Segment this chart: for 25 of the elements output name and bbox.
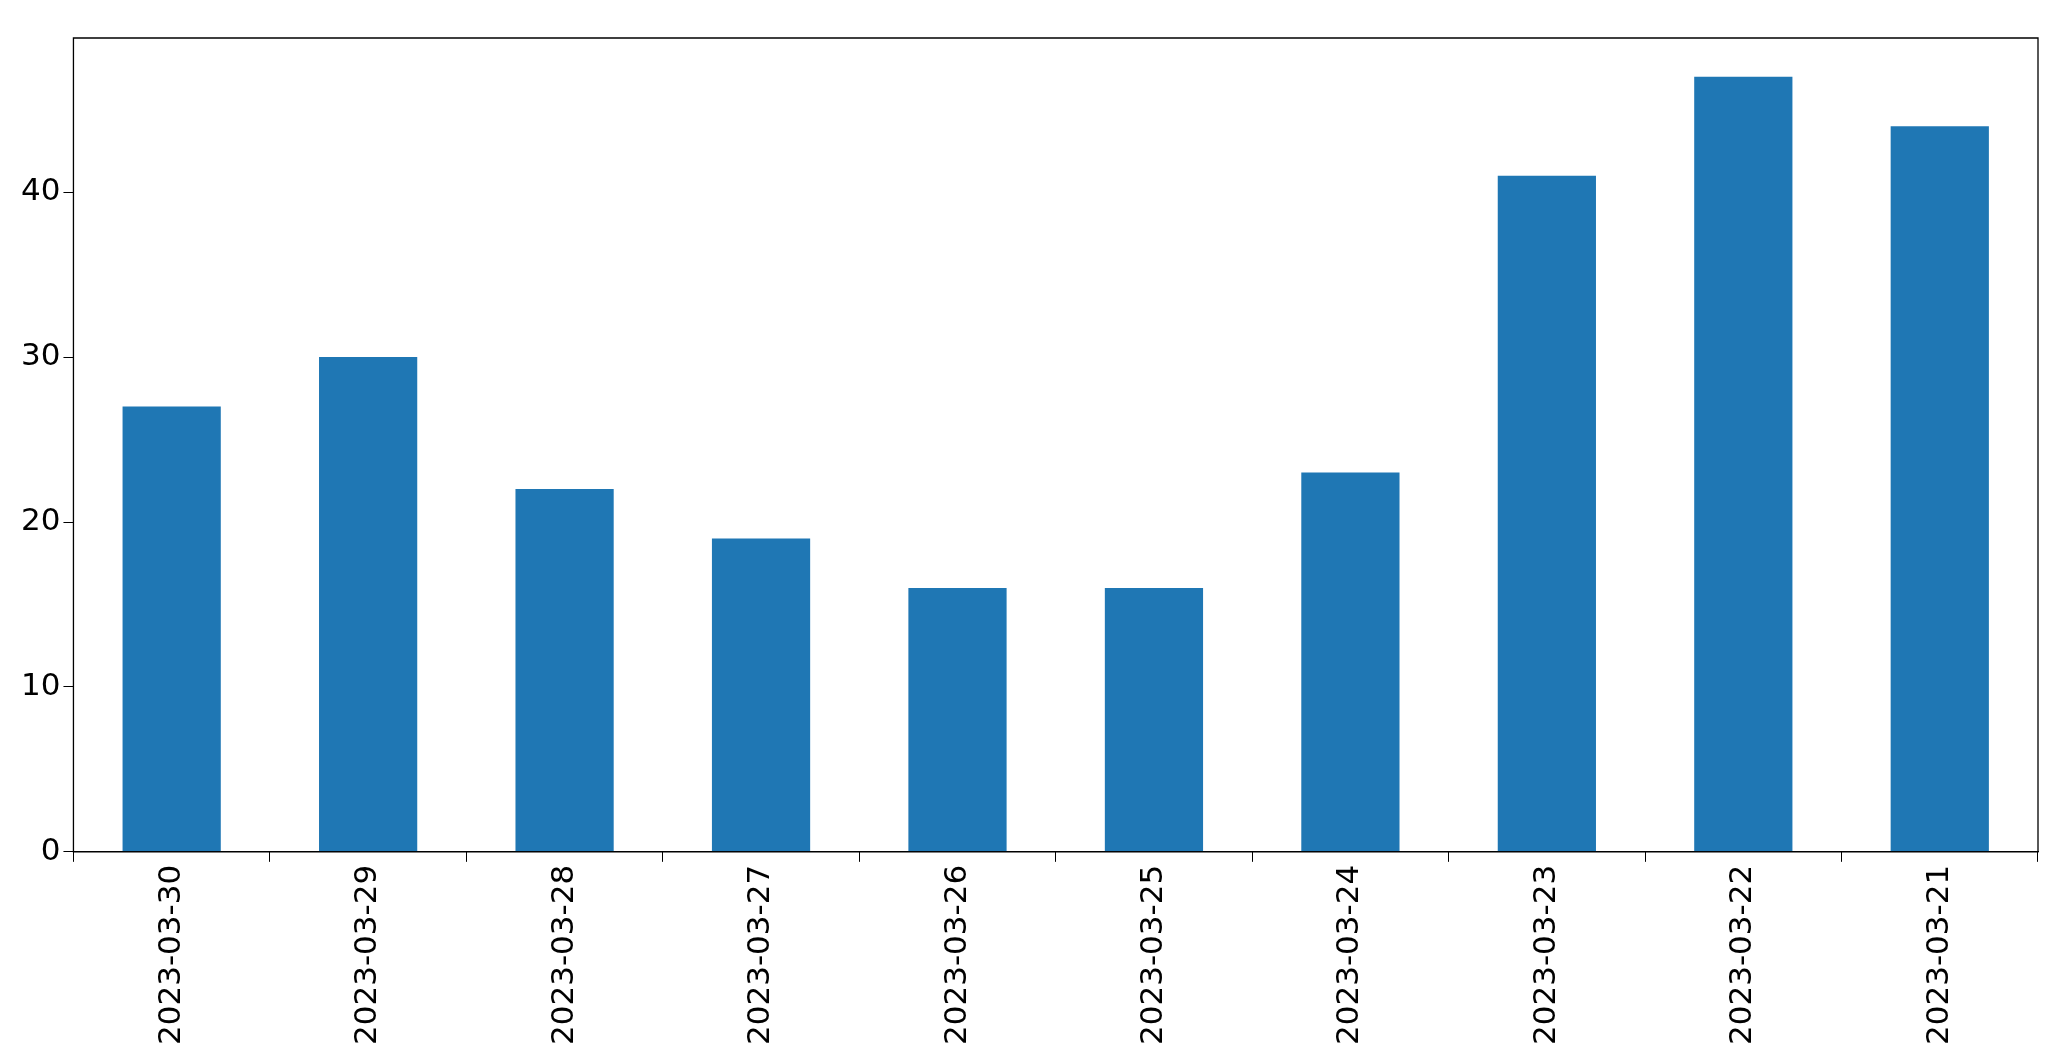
x-tick-label: 2023-03-22: [1722, 864, 1759, 1046]
y-tick-label: 30: [20, 336, 61, 373]
bar: [319, 357, 418, 852]
y-tick-label: 10: [20, 665, 61, 702]
x-tick-label: 2023-03-25: [1133, 864, 1169, 1046]
x-tick-label: 2023-03-24: [1329, 864, 1366, 1046]
x-tick-label: 2023-03-30: [150, 864, 187, 1046]
bar: [122, 406, 221, 852]
bar: [1694, 76, 1793, 852]
y-tick-label: 0: [40, 830, 61, 867]
bar: [711, 538, 811, 852]
y-tick-label: 40: [20, 171, 61, 208]
x-tick-label: 2023-03-27: [740, 864, 777, 1046]
bar: [908, 587, 1007, 852]
x-tick-label: 2023-03-29: [347, 864, 384, 1046]
bar: [1497, 175, 1596, 852]
bar: [1890, 126, 1989, 852]
x-tick-label: 2023-03-21: [1918, 864, 1955, 1046]
x-tick-label: 2023-03-28: [543, 864, 580, 1046]
bar: [1104, 587, 1204, 852]
bar: [1301, 472, 1400, 852]
x-tick-label: 2023-03-26: [936, 864, 973, 1046]
bar: [515, 489, 614, 852]
y-tick-label: 20: [20, 501, 61, 538]
x-tick-label: 2023-03-23: [1525, 864, 1562, 1046]
